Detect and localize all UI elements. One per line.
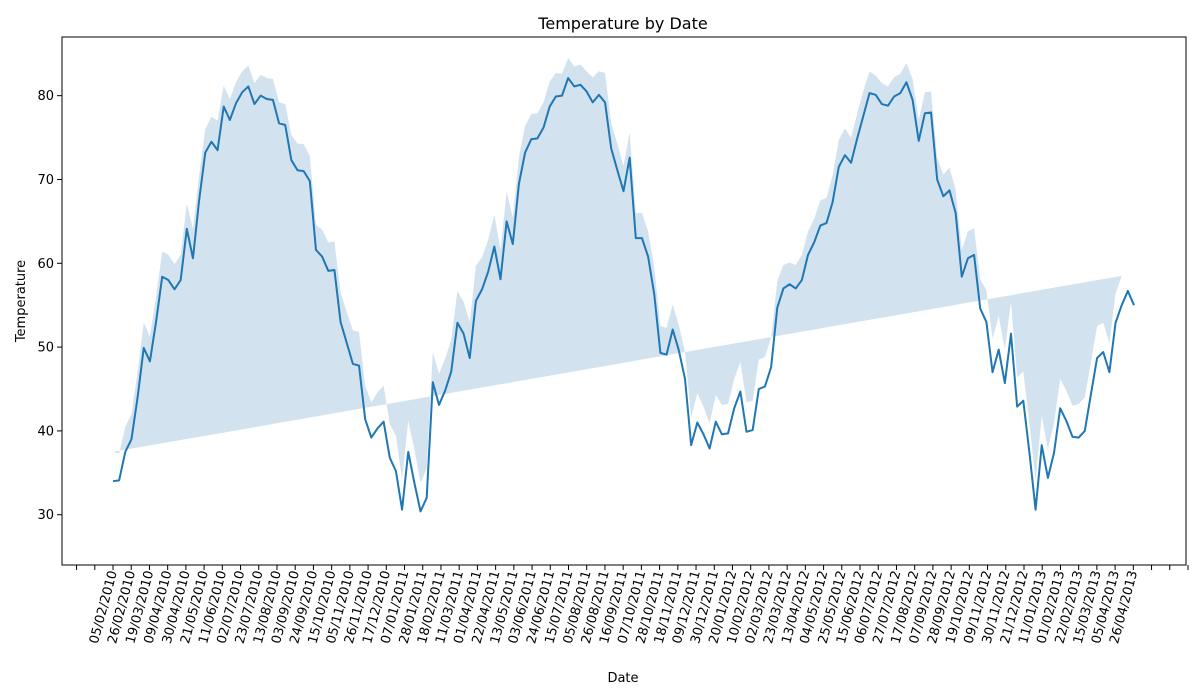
y-tick-label: 70 — [37, 173, 54, 188]
confidence-band — [113, 57, 1122, 483]
y-tick-label: 40 — [37, 424, 54, 439]
y-tick-label: 60 — [37, 257, 54, 272]
y-tick-label: 50 — [37, 341, 54, 356]
y-tick-label: 80 — [37, 89, 54, 104]
x-axis-label: Date — [607, 671, 638, 686]
series-line — [112, 77, 1135, 513]
chart-title: Temperature by Date — [537, 14, 707, 33]
axes-frame — [61, 36, 1187, 566]
y-axis: 30 40 50 60 70 80 — [37, 89, 62, 523]
plot-area — [112, 57, 1135, 513]
x-axis: 05/02/201026/02/201019/03/201009/04/2010… — [76, 565, 1189, 645]
y-tick-label: 30 — [37, 508, 54, 523]
y-axis-label: Temperature — [14, 260, 29, 343]
